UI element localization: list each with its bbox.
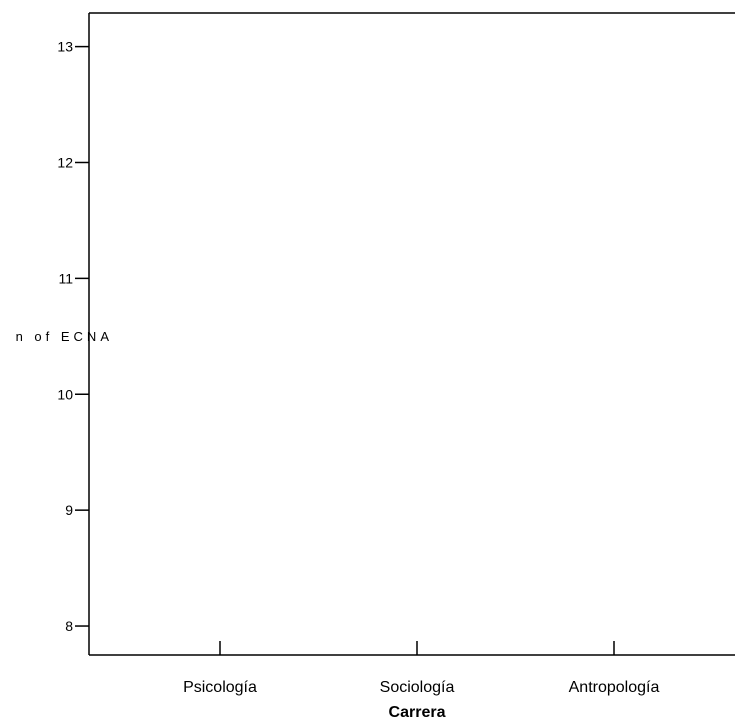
y-tick-label: 12 [57, 154, 73, 170]
x-tick-label: Psicología [183, 679, 257, 696]
x-tick-label: Antropología [569, 679, 660, 696]
y-tick-label: 13 [57, 39, 73, 55]
x-tick-label: Sociología [380, 679, 455, 696]
y-axis-label: n of ECNA [16, 329, 113, 344]
y-tick-label: 11 [58, 270, 73, 286]
plot-frame [89, 13, 735, 655]
y-tick-label: 9 [65, 502, 73, 518]
x-axis-ticks: Psicología Sociología Antropología [183, 641, 659, 696]
x-axis-label: Carrera [389, 704, 446, 719]
y-tick-label: 10 [57, 386, 73, 402]
y-tick-label: 8 [65, 618, 73, 634]
